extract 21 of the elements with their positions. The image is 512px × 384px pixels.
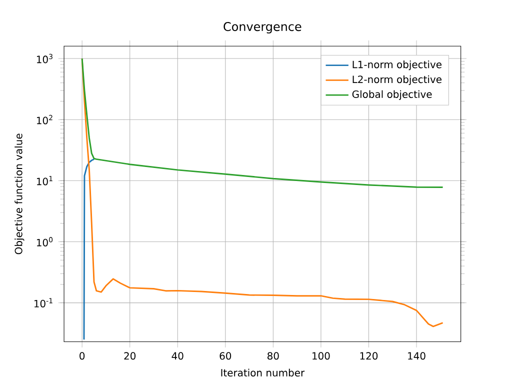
x-tick-label: 140 — [408, 352, 426, 360]
line-series — [81, 58, 444, 188]
legend-label: Global objective — [352, 90, 432, 100]
y-tick-label: 10$^{2}$ — [37, 114, 52, 124]
x-tick-label: 120 — [360, 352, 378, 360]
y-tick-label: 10$^{1}$ — [37, 176, 52, 186]
legend-label: L1-norm objective — [352, 60, 442, 70]
line-series — [83, 158, 95, 340]
x-tick-label: 40 — [172, 352, 184, 360]
y-tick-label: 10$^{0}$ — [37, 237, 53, 246]
x-tick-label: 80 — [268, 352, 279, 360]
y-tick-label: 10$^{-1}$ — [34, 298, 52, 308]
y-axis-title: Objective function value — [14, 134, 24, 254]
x-axis-title: Iteration number — [221, 368, 305, 377]
y-tick-label: 10$^{3}$ — [37, 54, 52, 64]
x-tick-label: 20 — [124, 352, 136, 360]
chart-title: Convergence — [224, 22, 302, 34]
x-tick-label: 100 — [312, 352, 330, 360]
x-tick-label: 0 — [80, 352, 85, 360]
legend-label: L2-norm objective — [352, 75, 442, 86]
x-tick-label: 60 — [220, 352, 232, 360]
